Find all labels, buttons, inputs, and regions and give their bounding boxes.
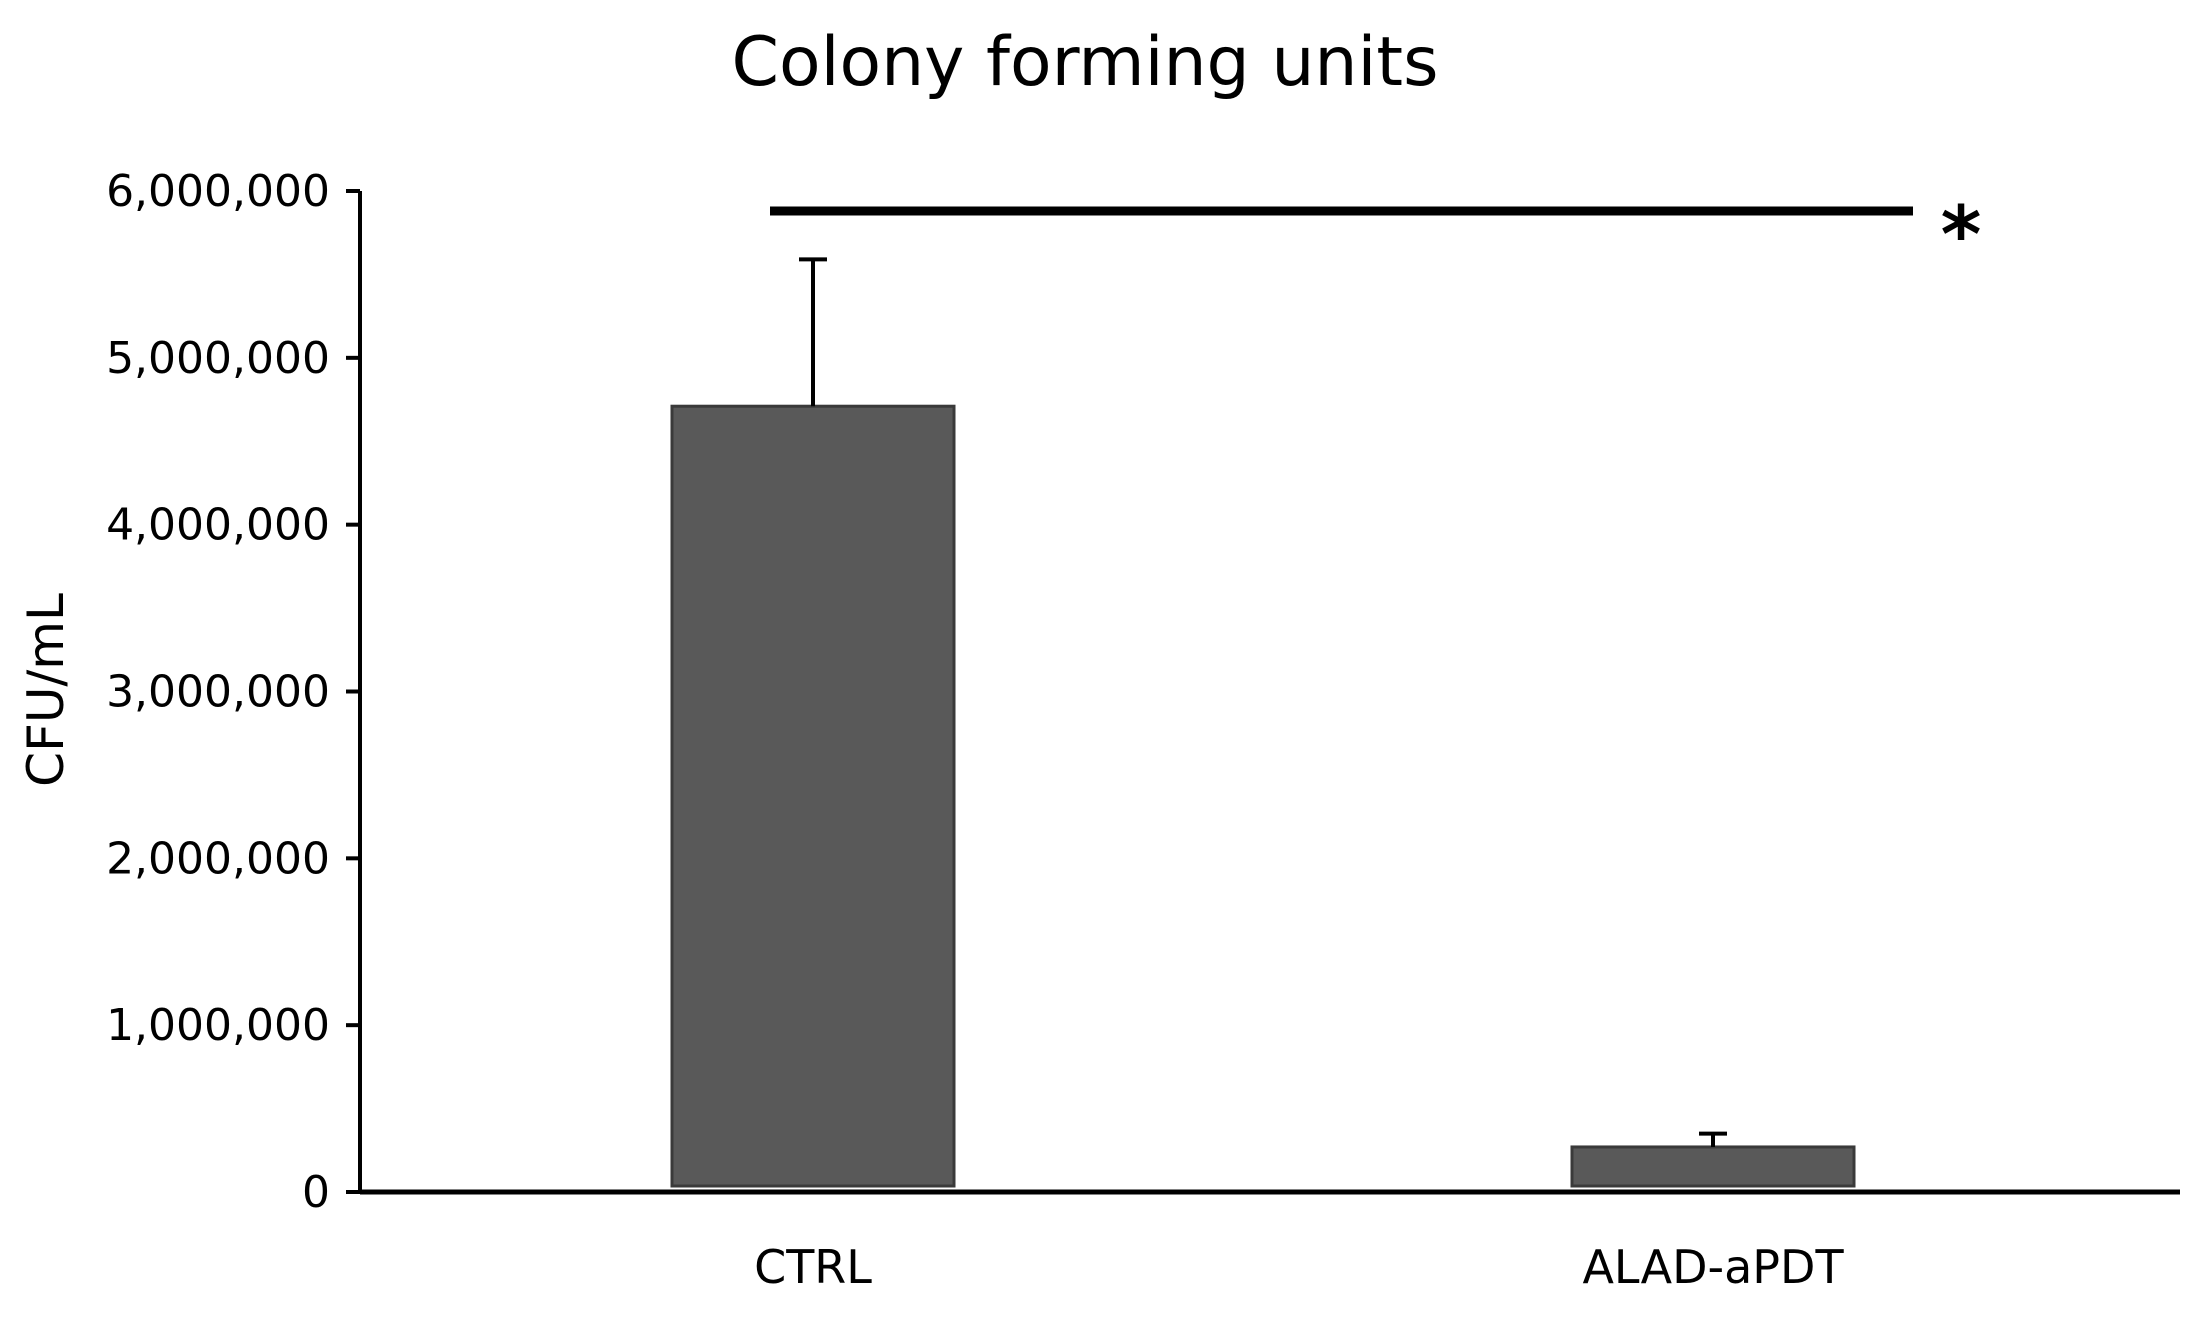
bars	[670, 257, 1856, 1188]
significance-annotation: *	[770, 191, 1981, 281]
y-tick-label: 3,000,000	[106, 667, 330, 718]
y-axis-ticks: 0 1,000,000 2,000,000 3,000,000 4,000,000 5,0…	[106, 166, 360, 1218]
x-category-label: ALAD-aPDT	[1582, 1240, 1844, 1294]
bar	[1570, 1145, 1856, 1188]
significance-asterisk: *	[1941, 191, 1982, 281]
y-tick-label: 4,000,000	[106, 500, 330, 551]
chart-title: Colony forming units	[731, 23, 1438, 102]
y-tick-label: 1,000,000	[106, 1000, 330, 1051]
bar	[670, 404, 956, 1188]
x-category-label: CTRL	[754, 1240, 872, 1294]
y-tick-label: 6,000,000	[106, 166, 330, 217]
y-tick-label: 2,000,000	[106, 833, 330, 884]
y-tick-label: 5,000,000	[106, 333, 330, 384]
y-axis-label: CFU/mL	[17, 593, 75, 787]
axes	[358, 191, 2180, 1195]
x-axis-labels: CTRL ALAD-aPDT	[754, 1240, 1844, 1294]
y-tick-label: 0	[302, 1167, 330, 1218]
